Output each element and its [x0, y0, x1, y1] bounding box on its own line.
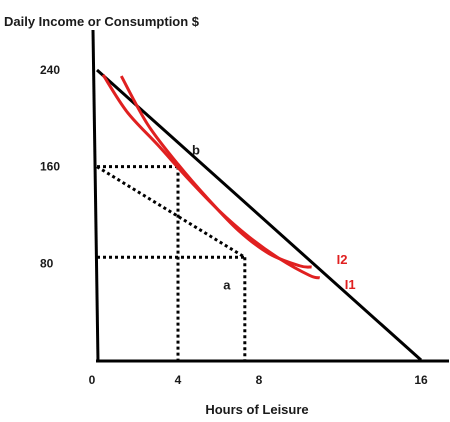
curve-label-i2: I2	[337, 252, 348, 267]
indifference-curves: I2 I1	[101, 74, 356, 292]
axes	[91, 29, 449, 363]
point-label-b: b	[192, 143, 200, 158]
x-tick-label-8: 8	[256, 373, 263, 387]
guide-line-4	[96, 165, 246, 259]
y-tick-label-80: 80	[40, 256, 54, 270]
curve-label-i1: I1	[345, 277, 356, 292]
x-axis-label: Hours of Leisure	[205, 402, 308, 417]
y-axis	[91, 29, 100, 363]
chart-title: Daily Income or Consumption $	[4, 14, 200, 29]
y-tick-label-160: 160	[40, 160, 60, 174]
tick-labels: 0 4 8 16 240 160 80	[40, 63, 428, 387]
x-tick-label-16: 16	[414, 373, 428, 387]
x-tick-label-4: 4	[175, 373, 182, 387]
indifference-curve-i1	[101, 74, 321, 280]
guide-lines	[96, 165, 247, 360]
x-tick-label-0: 0	[89, 373, 96, 387]
budget-line	[95, 68, 423, 362]
budget-line-group	[95, 68, 423, 362]
point-labels: ba	[192, 143, 231, 293]
point-label-a: a	[223, 277, 231, 292]
y-tick-label-240: 240	[40, 63, 60, 77]
